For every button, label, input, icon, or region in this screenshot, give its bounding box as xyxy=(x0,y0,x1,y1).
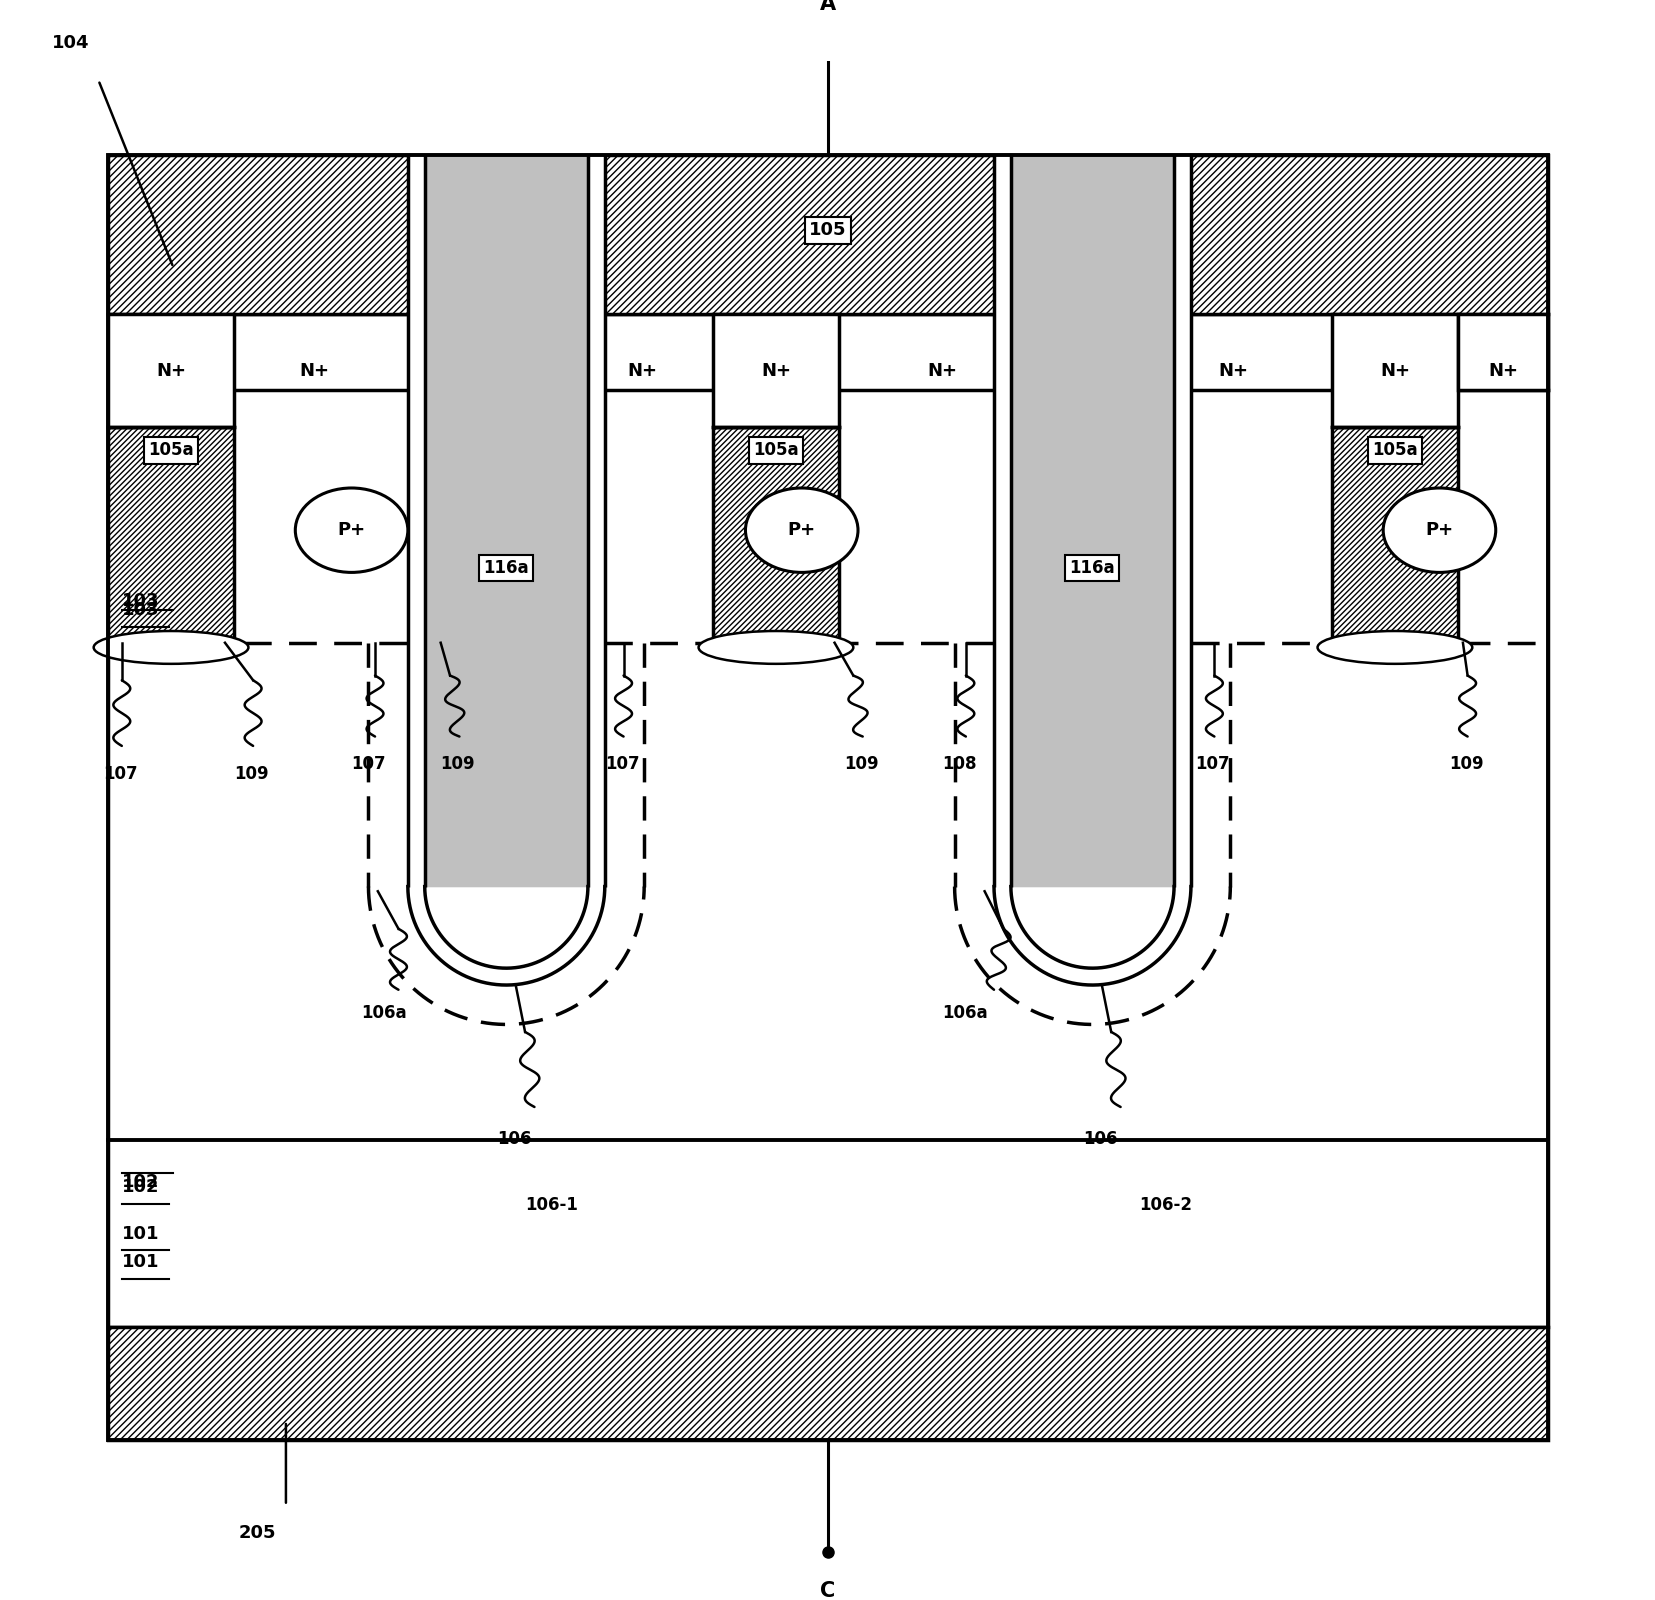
Text: P+: P+ xyxy=(788,522,816,539)
Text: 102: 102 xyxy=(122,1173,159,1190)
Text: N+: N+ xyxy=(627,362,657,379)
Text: 106: 106 xyxy=(496,1131,531,1149)
Text: A: A xyxy=(819,0,836,14)
Text: C: C xyxy=(819,1581,836,1600)
Bar xyxy=(712,315,839,427)
Text: 107: 107 xyxy=(1195,755,1230,773)
Polygon shape xyxy=(407,886,604,986)
Text: 105: 105 xyxy=(809,221,846,238)
Bar xyxy=(1458,315,1547,389)
Ellipse shape xyxy=(698,630,852,664)
Text: P+: P+ xyxy=(1425,522,1453,539)
Text: 108: 108 xyxy=(942,755,976,773)
Ellipse shape xyxy=(1382,488,1494,573)
Text: 103: 103 xyxy=(122,592,159,610)
Text: 116a: 116a xyxy=(483,558,530,576)
Text: 109: 109 xyxy=(440,755,475,773)
Text: N+: N+ xyxy=(1379,362,1408,379)
Bar xyxy=(108,155,1547,1440)
Bar xyxy=(993,155,1010,886)
Text: 205: 205 xyxy=(238,1525,276,1542)
Polygon shape xyxy=(424,805,588,886)
Text: 105a: 105a xyxy=(149,442,194,459)
Bar xyxy=(588,155,604,886)
Bar xyxy=(108,1328,1547,1440)
Bar xyxy=(1173,155,1190,886)
Bar xyxy=(1010,155,1173,886)
Text: 102: 102 xyxy=(122,1178,159,1195)
Text: 103: 103 xyxy=(122,602,159,619)
Text: N+: N+ xyxy=(300,362,329,379)
Text: P+: P+ xyxy=(338,522,366,539)
Text: N+: N+ xyxy=(156,362,185,379)
Bar xyxy=(407,155,424,886)
Text: N+: N+ xyxy=(1218,362,1248,379)
Text: 101: 101 xyxy=(122,1253,159,1270)
Polygon shape xyxy=(1010,805,1173,886)
Text: N+: N+ xyxy=(927,362,957,379)
Text: 104: 104 xyxy=(51,34,89,51)
Bar xyxy=(1331,315,1458,427)
Text: 106: 106 xyxy=(1082,1131,1117,1149)
Text: 106a: 106a xyxy=(361,1003,407,1022)
Ellipse shape xyxy=(94,630,248,664)
Text: 106-1: 106-1 xyxy=(525,1197,578,1214)
Text: 106-2: 106-2 xyxy=(1139,1197,1192,1214)
Text: 107: 107 xyxy=(103,765,137,782)
Ellipse shape xyxy=(1317,630,1471,664)
Text: 109: 109 xyxy=(1448,755,1483,773)
Text: 107: 107 xyxy=(604,755,639,773)
Text: 106a: 106a xyxy=(942,1003,988,1022)
Text: 116a: 116a xyxy=(1069,558,1114,576)
Ellipse shape xyxy=(295,488,407,573)
Ellipse shape xyxy=(745,488,857,573)
Text: N+: N+ xyxy=(761,362,791,379)
Polygon shape xyxy=(993,886,1190,986)
Bar xyxy=(108,427,235,643)
Text: 109: 109 xyxy=(235,765,268,782)
Text: 107: 107 xyxy=(351,755,386,773)
Bar xyxy=(712,427,839,643)
Bar xyxy=(108,155,1547,315)
Bar xyxy=(424,155,588,886)
Bar xyxy=(1331,427,1458,643)
Text: 105a: 105a xyxy=(1372,442,1417,459)
Text: 105a: 105a xyxy=(753,442,798,459)
Bar xyxy=(108,315,235,427)
Text: N+: N+ xyxy=(1488,362,1518,379)
Text: 109: 109 xyxy=(844,755,879,773)
Text: 101: 101 xyxy=(122,1224,159,1243)
Bar xyxy=(108,315,1547,1328)
